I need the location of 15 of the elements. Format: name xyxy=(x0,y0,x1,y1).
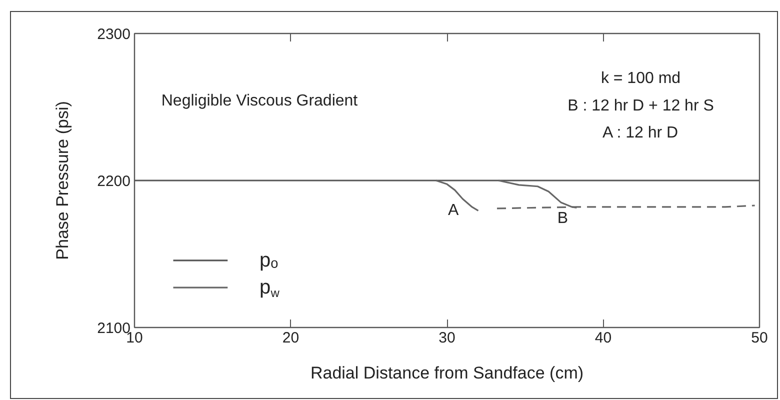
y-axis-title: Phase Pressure (psi) xyxy=(53,101,72,260)
y-tick-label: 2200 xyxy=(97,173,131,190)
x-tick-label: 50 xyxy=(751,330,768,346)
y-tick-label: 2300 xyxy=(97,26,131,43)
x-tick-label: 30 xyxy=(438,330,456,346)
x-tick-label: 40 xyxy=(594,330,612,346)
annotation: Negligible Viscous Gradient xyxy=(161,92,358,110)
x-axis-title: Radial Distance from Sandface (cm) xyxy=(310,364,584,382)
annotation: B xyxy=(557,210,568,227)
annotation: k = 100 md xyxy=(600,70,681,87)
annotation: A xyxy=(448,202,459,219)
annotation: A : 12 hr D xyxy=(602,124,678,142)
x-tick-label: 20 xyxy=(282,330,300,346)
legend-label: pₒ xyxy=(260,249,278,272)
annotation: B : 12 hr D + 12 hr S xyxy=(568,97,714,114)
